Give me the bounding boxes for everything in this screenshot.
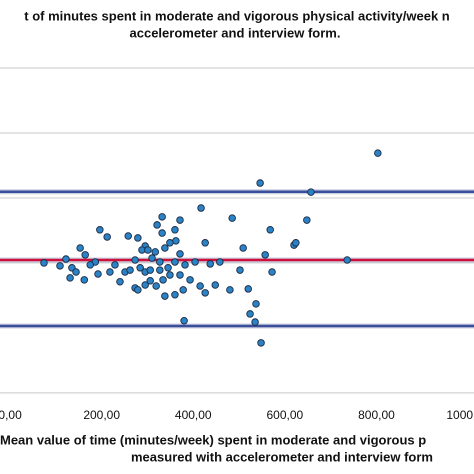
point <box>152 282 160 290</box>
point <box>86 261 94 269</box>
point <box>261 251 269 259</box>
x-tick-label: 0,00 <box>0 408 22 422</box>
point <box>343 256 351 264</box>
point <box>211 281 219 289</box>
point <box>72 268 80 276</box>
point <box>196 282 204 290</box>
point <box>166 271 174 279</box>
point <box>81 251 89 259</box>
point <box>56 262 64 270</box>
x-tick-label: 200,00 <box>83 408 120 422</box>
point <box>246 310 254 318</box>
point <box>156 266 164 274</box>
point <box>153 221 161 229</box>
point <box>307 188 315 196</box>
point <box>256 179 264 187</box>
point <box>179 286 187 294</box>
point <box>66 274 74 282</box>
x-tick-label: 600,00 <box>267 408 304 422</box>
point <box>201 289 209 297</box>
point <box>206 260 214 268</box>
point <box>171 291 179 299</box>
point <box>80 276 89 284</box>
x-axis-label: measured with accelerometer and intervie… <box>131 449 433 464</box>
point <box>228 214 236 222</box>
point <box>201 239 209 247</box>
point <box>111 261 119 269</box>
point <box>216 258 224 266</box>
point <box>94 270 102 278</box>
point <box>181 261 189 269</box>
point <box>151 248 160 256</box>
point <box>303 216 311 224</box>
point <box>136 264 144 272</box>
point <box>176 250 184 258</box>
point <box>180 317 188 325</box>
point <box>134 234 142 242</box>
point <box>76 244 84 252</box>
point <box>226 286 234 294</box>
point <box>148 254 156 262</box>
point <box>146 266 154 274</box>
point <box>40 259 48 267</box>
x-axis-label: Mean value of time (minutes/week) spent … <box>0 432 426 447</box>
point <box>156 258 164 266</box>
point <box>134 286 142 294</box>
point <box>266 226 274 234</box>
point <box>166 239 174 247</box>
point <box>103 233 111 241</box>
chart-title: t of minutes spent in moderate and vigor… <box>24 8 450 23</box>
point <box>268 268 276 276</box>
point <box>146 277 154 285</box>
point <box>251 318 259 326</box>
point <box>292 239 300 247</box>
point <box>158 213 166 221</box>
point <box>176 271 184 279</box>
point <box>159 276 167 284</box>
point <box>197 204 205 212</box>
point <box>124 232 132 240</box>
point <box>116 278 124 286</box>
x-tick-label: 400,00 <box>175 408 212 422</box>
point <box>161 244 169 252</box>
point <box>126 266 134 274</box>
point <box>144 246 152 254</box>
point <box>176 216 184 224</box>
point <box>186 276 194 284</box>
point <box>191 258 199 266</box>
x-tick-label: 1000,00 <box>446 408 474 422</box>
point <box>131 256 139 264</box>
point <box>257 339 265 347</box>
point <box>141 281 149 289</box>
point <box>236 266 244 274</box>
point <box>252 300 260 308</box>
point <box>171 226 179 234</box>
point <box>244 285 252 293</box>
chart-title: accelerometer and interview form. <box>130 25 341 40</box>
point <box>96 226 104 234</box>
point <box>106 268 114 276</box>
point <box>62 255 70 263</box>
point <box>239 244 247 252</box>
point <box>164 264 172 272</box>
point <box>158 229 166 237</box>
point <box>171 258 179 266</box>
x-tick-label: 800,00 <box>358 408 395 422</box>
point <box>374 149 382 157</box>
point <box>161 292 169 300</box>
